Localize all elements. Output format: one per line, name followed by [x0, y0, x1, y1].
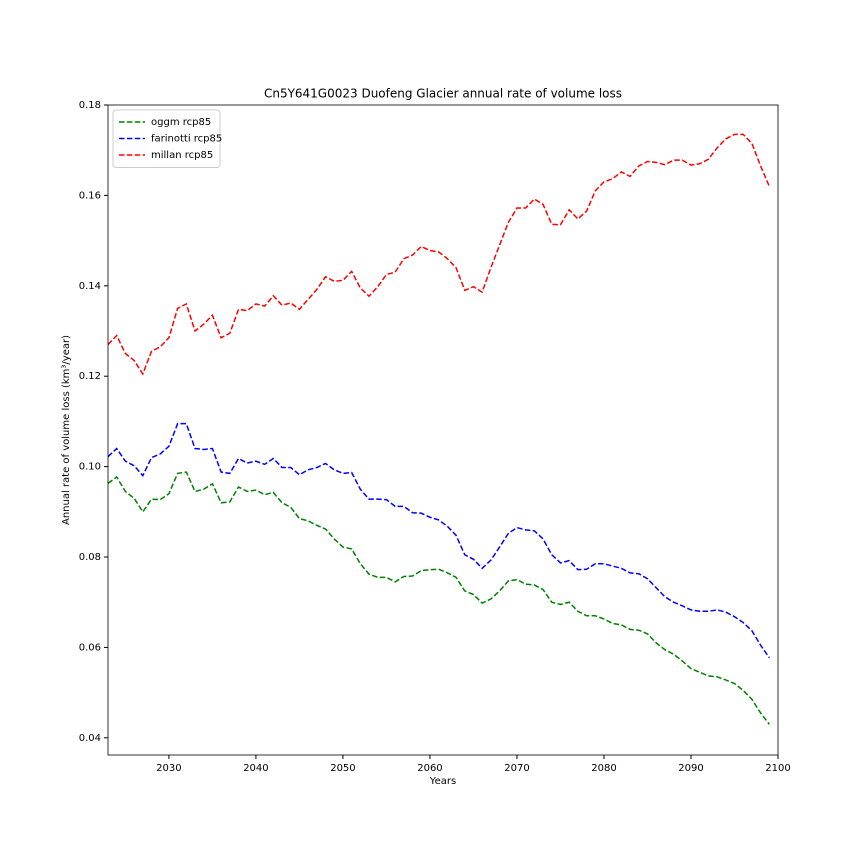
- y-tick-label: 0.10: [79, 462, 101, 473]
- y-tick-label: 0.08: [79, 552, 101, 563]
- legend-label: oggm rcp85: [151, 117, 211, 128]
- legend-box: [112, 109, 221, 168]
- x-tick-label: 2040: [243, 763, 268, 774]
- x-tick-label: 2090: [678, 763, 703, 774]
- y-tick-label: 0.14: [79, 281, 101, 292]
- x-tick-label: 2030: [156, 763, 181, 774]
- plot-frame: [107, 104, 779, 756]
- legend-label: farinotti rcp85: [151, 134, 222, 145]
- x-tick-label: 2050: [330, 763, 355, 774]
- y-tick-label: 0.16: [79, 190, 101, 201]
- x-tick-label: 2070: [504, 763, 529, 774]
- y-axis-label: Annual rate of volume loss (km³/year): [61, 335, 72, 525]
- x-tick-label: 2080: [591, 763, 616, 774]
- x-axis-label: Years: [429, 776, 456, 787]
- x-tick-label: 2060: [417, 763, 442, 774]
- series-line: [107, 133, 770, 376]
- y-tick-label: 0.06: [79, 642, 101, 653]
- x-tick-label: 2100: [765, 763, 790, 774]
- legend-label: millan rcp85: [151, 150, 213, 161]
- series-line: [107, 471, 770, 725]
- y-tick-label: 0.12: [79, 371, 101, 382]
- chart-title: Cn5Y641G0023 Duofeng Glacier annual rate…: [264, 87, 622, 101]
- y-tick-label: 0.18: [79, 100, 101, 111]
- y-tick-label: 0.04: [79, 733, 101, 744]
- series-line: [107, 422, 770, 659]
